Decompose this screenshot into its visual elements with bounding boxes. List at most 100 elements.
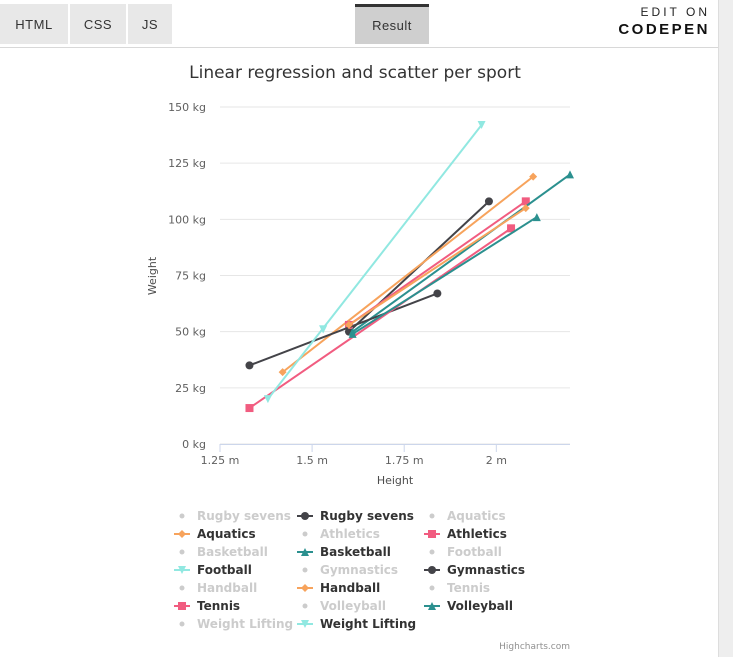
legend-label: Gymnastics [320, 563, 398, 577]
legend-label: Rugby sevens [197, 509, 291, 523]
series-line [348, 207, 527, 326]
data-point-marker [477, 120, 486, 129]
legend-item[interactable]: Weight Lifting [297, 617, 416, 631]
data-point-marker [348, 329, 357, 338]
legend-item[interactable]: Gymnastics [302, 563, 399, 577]
series-weight-lifting[interactable] [263, 120, 486, 404]
tab-html[interactable]: HTML [0, 4, 68, 44]
data-point-marker [344, 320, 353, 329]
legend-label: Football [197, 563, 252, 577]
legend-label: Gymnastics [447, 563, 525, 577]
legend-item[interactable]: Weight Lifting [179, 617, 294, 631]
legend-symbol-marker [428, 566, 436, 574]
legend-item[interactable]: Handball [179, 581, 258, 595]
legend-label: Volleyball [447, 599, 513, 613]
legend-item[interactable]: Basketball [179, 545, 268, 559]
legend-label: Athletics [447, 527, 507, 541]
legend-symbol-marker [302, 531, 308, 537]
series-gymnastics[interactable] [245, 289, 442, 370]
legend-symbol-marker [179, 513, 185, 519]
highcharts-credit[interactable]: Highcharts.com [499, 642, 570, 652]
legend-item[interactable]: Volleyball [424, 599, 513, 613]
x-tick-label: 1.75 m [385, 454, 424, 467]
legend-label: Handball [320, 581, 380, 595]
legend-symbol-marker [428, 530, 436, 538]
legend-label: Aquatics [197, 527, 256, 541]
series-line [352, 216, 538, 335]
legend-symbol-marker [429, 513, 435, 519]
legend-item[interactable]: Aquatics [429, 509, 506, 523]
series-line [282, 175, 534, 373]
tab-js[interactable]: JS [128, 4, 172, 44]
legend-label: Football [447, 545, 502, 559]
legend-item[interactable]: Volleyball [302, 599, 386, 613]
legend-label: Basketball [320, 545, 391, 559]
data-point-marker [532, 213, 541, 222]
codepen-toolbar: HTML CSS JS Result EDIT ON CODEPEN [0, 0, 718, 48]
scrollbar-track[interactable] [718, 0, 733, 657]
legend-symbol-marker [302, 567, 308, 573]
chart-title: Linear regression and scatter per sport [189, 63, 521, 83]
data-point-marker [245, 404, 254, 413]
data-point-marker [521, 197, 530, 206]
y-tick-label: 25 kg [175, 382, 206, 395]
y-tick-label: 100 kg [168, 213, 206, 226]
chart: Linear regression and scatter per sport … [146, 63, 574, 652]
data-point-marker [484, 197, 493, 206]
x-axis-ticks: 1.25 m 1.5 m 1.75 m 2 m [201, 444, 507, 467]
y-axis-title: Weight [146, 256, 159, 295]
legend-symbol-marker [301, 512, 309, 520]
y-tick-label: 0 kg [182, 438, 206, 451]
tab-result[interactable]: Result [355, 4, 429, 44]
data-point-marker [263, 395, 272, 404]
legend-label: Aquatics [447, 509, 506, 523]
plot-series [245, 120, 574, 413]
y-tick-label: 75 kg [175, 270, 206, 283]
legend-item[interactable]: Gymnastics [424, 563, 525, 577]
legend-item[interactable]: Tennis [429, 581, 491, 595]
legend-symbol-marker [179, 621, 185, 627]
legend-symbol-marker [302, 603, 308, 609]
legend-label: Volleyball [320, 599, 386, 613]
legend-item[interactable]: Athletics [424, 527, 507, 541]
legend-symbol-marker [428, 602, 436, 610]
legend-item[interactable]: Rugby sevens [297, 509, 414, 523]
legend-label: Tennis [197, 599, 240, 613]
legend-item[interactable]: Handball [297, 581, 380, 595]
y-tick-label: 50 kg [175, 326, 206, 339]
legend-symbol-marker [179, 585, 185, 591]
legend-symbol-marker [301, 620, 309, 628]
legend-item[interactable]: Tennis [174, 599, 240, 613]
chart-grid [220, 106, 570, 445]
series-tennis[interactable] [245, 224, 516, 413]
legend-label: Weight Lifting [320, 617, 416, 631]
legend-symbol-marker [178, 602, 186, 610]
tab-css[interactable]: CSS [70, 4, 126, 44]
series-handball[interactable] [344, 204, 530, 329]
legend-label: Handball [197, 581, 257, 595]
legend-symbol-marker [178, 530, 186, 538]
legend-item[interactable]: Aquatics [174, 527, 256, 541]
x-tick-label: 1.25 m [201, 454, 240, 467]
data-point-marker [278, 368, 287, 377]
legend: Rugby sevens Rugby sevens Aquatics Aquatics… [174, 509, 525, 631]
series-volleyball[interactable] [348, 213, 541, 338]
legend-item[interactable]: Rugby sevens [179, 509, 291, 523]
y-tick-label: 150 kg [168, 101, 206, 114]
series-line [249, 292, 438, 367]
data-point-marker [529, 172, 538, 181]
legend-symbol-marker [301, 584, 309, 592]
data-point-marker [245, 361, 254, 370]
edit-on-label: EDIT ON [640, 5, 710, 19]
data-point-marker [433, 289, 442, 298]
legend-item[interactable]: Football [429, 545, 502, 559]
series-aquatics[interactable] [278, 172, 538, 377]
legend-item[interactable]: Athletics [302, 527, 380, 541]
legend-label: Athletics [320, 527, 380, 541]
series-line [352, 173, 571, 333]
edit-on-codepen-link[interactable]: EDIT ON CODEPEN [610, 5, 710, 38]
legend-item[interactable]: Basketball [297, 545, 391, 559]
y-axis-ticks: 0 kg 25 kg 50 kg 75 kg 100 kg 125 kg 150 kg [168, 101, 206, 451]
legend-label: Basketball [197, 545, 268, 559]
legend-item[interactable]: Football [174, 563, 252, 577]
